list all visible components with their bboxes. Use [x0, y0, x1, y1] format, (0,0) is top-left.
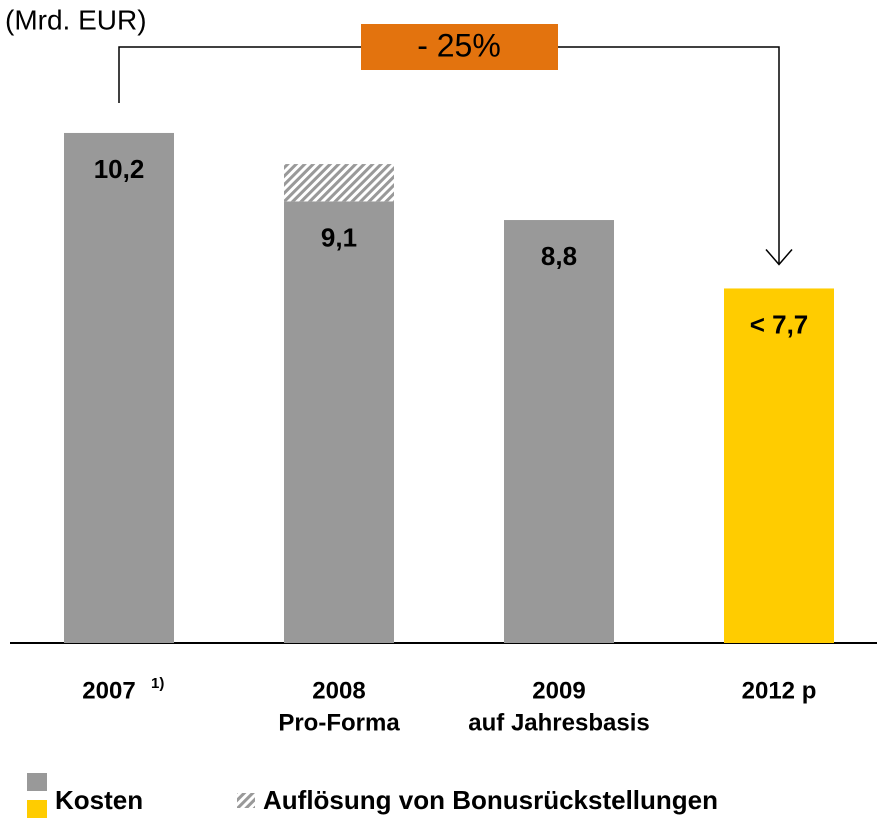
x-tick-label: 2007 — [82, 677, 135, 704]
bar — [284, 164, 394, 202]
value-label: 9,1 — [321, 222, 357, 252]
value-label: 8,8 — [541, 241, 577, 271]
annotation-arrowhead — [765, 248, 793, 266]
legend-label: Kosten — [55, 785, 143, 815]
annotation-label: - 25% — [417, 27, 501, 63]
x-tick-label: auf Jahresbasis — [468, 709, 649, 736]
unit-label: (Mrd. EUR) — [5, 4, 147, 35]
x-tick-label: 2008 — [312, 677, 365, 704]
bar — [284, 201, 394, 643]
footnote-mark: 1) — [151, 675, 164, 692]
value-label: 10,2 — [94, 154, 145, 184]
x-tick-label: Pro-Forma — [278, 709, 400, 736]
x-tick-label: 2009 — [532, 677, 585, 704]
annotation-bracket — [118, 46, 780, 265]
x-tick-label: 2012 p — [742, 677, 817, 704]
legend-swatch — [27, 773, 47, 791]
bar — [504, 220, 614, 644]
bar — [64, 132, 174, 643]
annotation-box — [361, 24, 558, 70]
legend-swatch — [237, 793, 255, 808]
legend-swatch — [27, 800, 47, 818]
legend-label: Auflösung von Bonusrückstellungen — [263, 785, 718, 815]
bar — [724, 288, 834, 643]
value-label: < 7,7 — [750, 309, 809, 339]
